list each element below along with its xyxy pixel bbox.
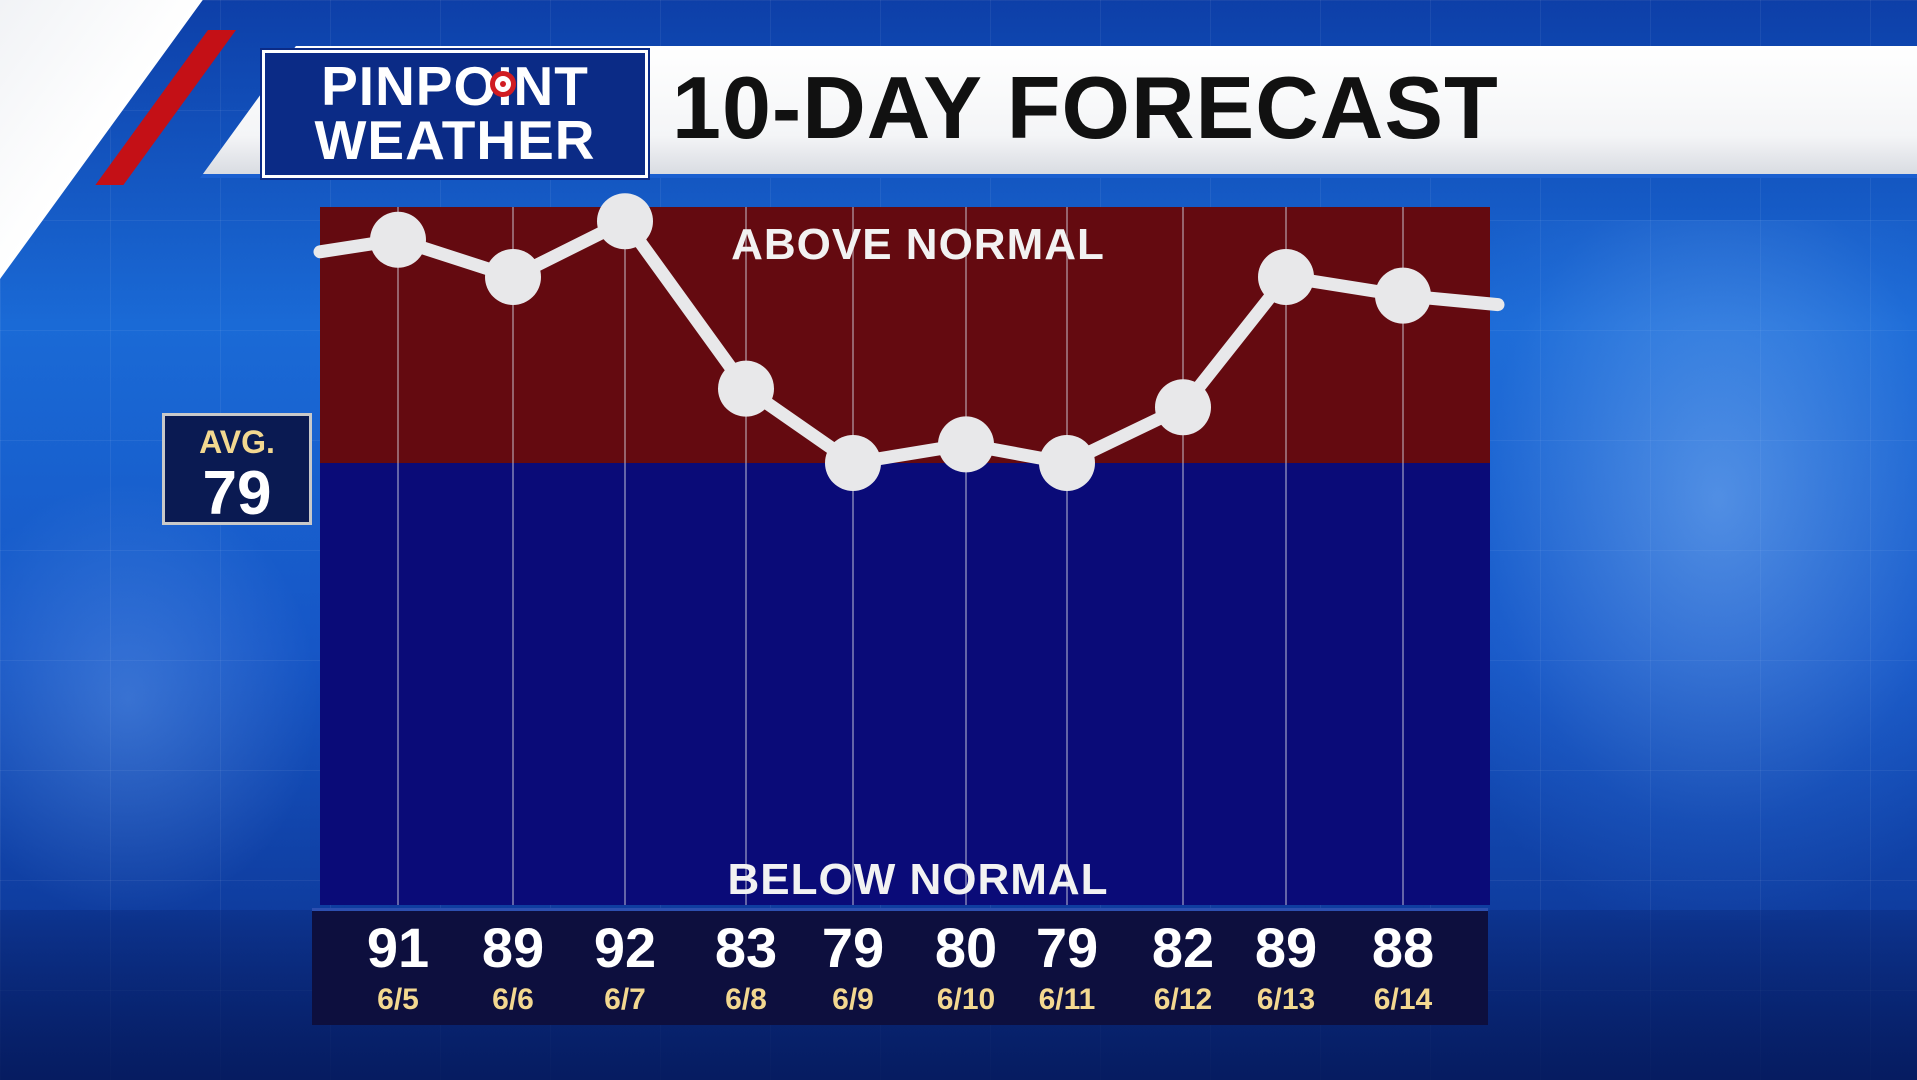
average-value: 79 <box>202 459 272 528</box>
data-point-6/5 <box>370 211 426 268</box>
day-temperature: 80 <box>934 916 998 979</box>
data-point-6/12 <box>1155 379 1211 436</box>
day-date: 6/10 <box>936 983 996 1016</box>
brand-logo: PINPOINT WEATHER <box>262 50 648 178</box>
below-normal-zone <box>320 463 1490 905</box>
background-glow-left <box>0 480 320 920</box>
day-date: 6/13 <box>1256 983 1316 1016</box>
day-temperature: 79 <box>1035 916 1099 979</box>
background-glow <box>1420 220 1917 920</box>
data-point-6/8 <box>718 360 774 417</box>
day-date: 6/9 <box>832 983 874 1016</box>
target-icon <box>490 71 516 97</box>
day-date: 6/7 <box>604 983 646 1016</box>
day-date: 6/14 <box>1373 983 1433 1016</box>
day-date: 6/5 <box>377 983 419 1016</box>
day-date: 6/11 <box>1038 983 1096 1016</box>
page-title: 10-DAY FORECAST <box>672 58 1499 157</box>
forecast-days-strip: 91 6/5 89 6/6 92 6/7 83 6/8 79 6/9 80 6/10 79 6/11 82 6… <box>312 908 1488 1025</box>
day-temperature: 89 <box>481 916 545 979</box>
day-temperature: 83 <box>714 916 778 979</box>
day-temperature: 82 <box>1151 916 1215 979</box>
day-temperature: 92 <box>593 916 657 979</box>
day-temperature: 88 <box>1371 916 1435 979</box>
data-point-6/10 <box>938 416 994 473</box>
average-badge: AVG. 79 <box>162 413 312 528</box>
day-date: 6/8 <box>725 983 767 1016</box>
brand-line-2: WEATHER <box>314 109 596 171</box>
data-point-6/11 <box>1039 435 1095 491</box>
above-normal-label: ABOVE NORMAL <box>731 220 1105 269</box>
day-temperature: 91 <box>366 916 430 979</box>
brand-line-1: PINPOINT <box>321 55 589 117</box>
day-date: 6/12 <box>1153 983 1213 1016</box>
day-date: 6/6 <box>492 983 534 1016</box>
data-point-6/6 <box>485 249 541 305</box>
chart-layer <box>313 193 1505 905</box>
below-normal-label: BELOW NORMAL <box>727 855 1109 904</box>
data-point-6/13 <box>1258 249 1314 305</box>
data-point-6/9 <box>825 435 881 491</box>
day-temperature: 79 <box>821 916 885 979</box>
data-point-6/14 <box>1375 267 1431 324</box>
day-temperature: 89 <box>1254 916 1318 979</box>
average-label: AVG. <box>199 424 275 460</box>
data-point-6/7 <box>597 193 653 250</box>
